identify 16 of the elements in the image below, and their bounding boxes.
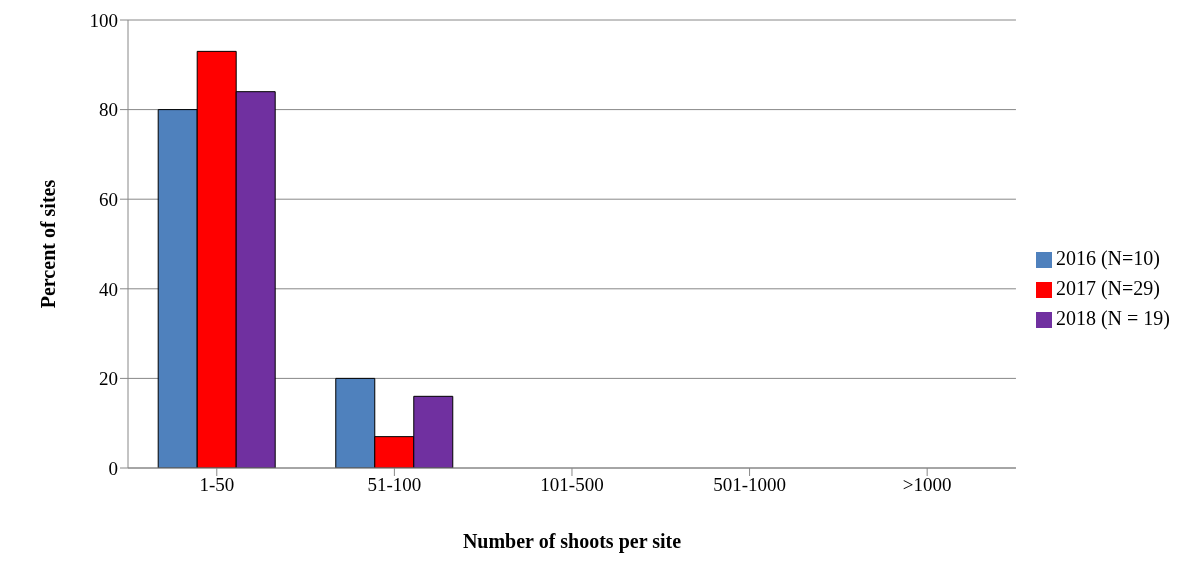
y-tick-label: 100 [89, 9, 118, 31]
legend-label: 2017 (N=29) [1055, 277, 1160, 299]
x-tick-label: 501-1000 [713, 474, 786, 496]
y-tick-label: 0 [108, 457, 118, 479]
x-tick-label: 101-500 [540, 474, 604, 496]
y-tick-label: 60 [99, 188, 118, 210]
y-tick-label: 20 [99, 368, 118, 390]
legend-label: 2018 (N = 19) [1055, 307, 1170, 329]
y-axis-title: Percent of sites [37, 179, 60, 309]
x-axis-title: Number of shoots per site [462, 530, 682, 553]
y-tick-label: 80 [99, 99, 118, 121]
x-tick-label: 51-100 [367, 474, 422, 496]
x-tick-label: >1000 [902, 474, 952, 496]
y-tick-label: 40 [99, 278, 118, 300]
x-tick-label: 1-50 [199, 474, 235, 496]
legend-label: 2016 (N=10) [1055, 247, 1160, 269]
